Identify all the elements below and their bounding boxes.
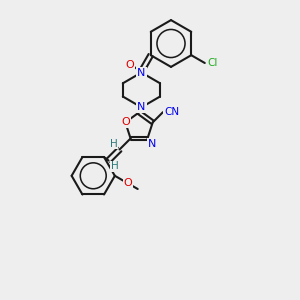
Text: O: O [125,60,134,70]
Text: CN: CN [164,107,179,117]
Text: N: N [137,68,146,77]
Text: H: H [110,139,118,148]
Text: Cl: Cl [208,58,218,68]
Text: N: N [137,102,146,112]
Text: H: H [111,161,118,172]
Text: O: O [124,178,132,188]
Text: N: N [148,139,157,149]
Text: O: O [121,117,130,128]
